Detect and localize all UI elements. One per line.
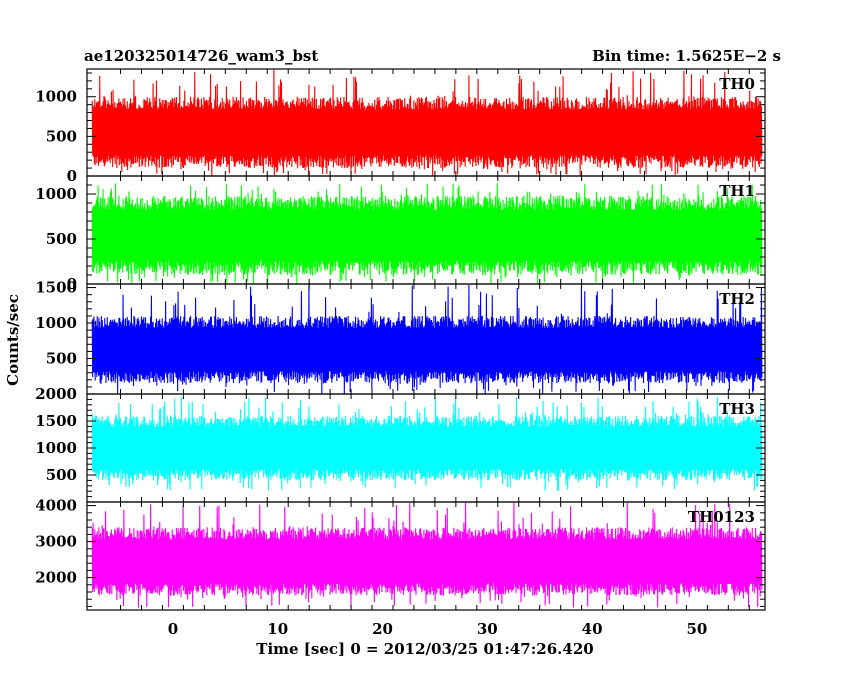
y-axis-label: Counts/sec [4,294,22,386]
panel-label-TH2: TH2 [719,290,755,308]
y-tick-label: 1000 [35,439,77,457]
y-tick-label: 1500 [35,279,77,297]
series-line-TH0123 [91,502,763,608]
y-tick-label: 3000 [35,533,77,551]
x-axis-label: Time [sec] 0 = 2012/03/25 01:47:26.420 [256,640,593,658]
panel-label-TH0: TH0 [719,75,755,93]
panel-label-TH1: TH1 [719,182,755,200]
y-tick-label: 1000 [35,88,77,106]
y-tick-label: 1000 [35,314,77,332]
chart-title-right: Bin time: 1.5625E−2 s [592,47,781,65]
chart-title-left: ae120325014726_wam3_bst [84,47,318,65]
panel-label-TH3: TH3 [719,400,755,418]
x-tick-label: 40 [582,620,603,638]
y-tick-label: 0 [67,275,77,293]
series-line-TH3 [91,396,763,491]
y-tick-label: 4000 [35,497,77,515]
panel-label-TH0123: TH0123 [688,508,755,526]
y-tick-label: 500 [46,466,77,484]
x-tick-label: 50 [686,620,707,638]
y-tick-label: 500 [46,230,77,248]
y-tick-label: 1000 [35,185,77,203]
y-tick-label: 2000 [35,385,77,403]
x-tick-label: 10 [267,620,288,638]
x-tick-label: 20 [372,620,393,638]
y-tick-label: 1500 [35,412,77,430]
y-tick-label: 500 [46,127,77,145]
y-tick-label: 0 [67,167,77,185]
series-line-TH0 [91,69,763,176]
y-tick-label: 2000 [35,569,77,587]
x-tick-label: 0 [168,620,178,638]
x-tick-label: 30 [477,620,498,638]
y-tick-label: 500 [46,350,77,368]
series-line-TH1 [91,183,763,284]
series-line-TH2 [91,284,763,394]
